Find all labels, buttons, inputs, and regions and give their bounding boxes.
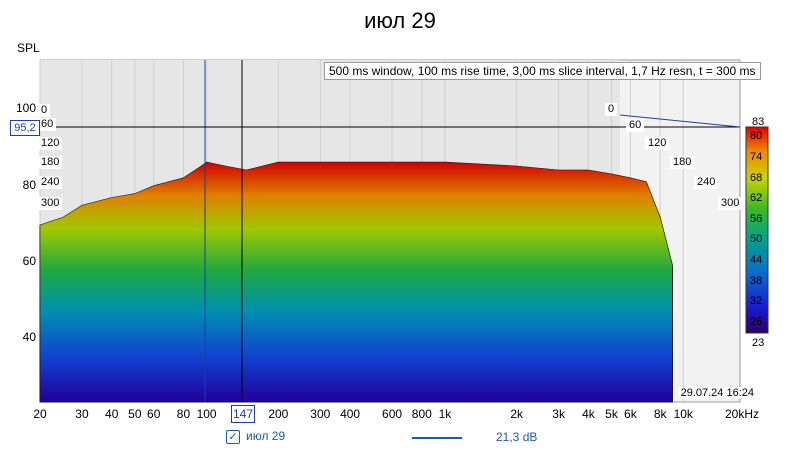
x-tick-label: 80 xyxy=(176,407,191,421)
x-tick-label: 10k xyxy=(673,407,693,421)
x-tick-label: 6k xyxy=(624,407,637,421)
colorbar xyxy=(745,126,769,334)
x-tick-label: 2k xyxy=(510,407,523,421)
time-label: 300 xyxy=(38,197,63,210)
time-label: 60 xyxy=(626,119,645,132)
timestamp: 29.07.24 16:24 xyxy=(678,387,756,399)
legend-value: 21,3 dB xyxy=(496,430,538,444)
x-tick-label: 20kHz xyxy=(724,407,760,421)
x-tick-label: 400 xyxy=(340,407,361,421)
cursor-x-readout[interactable]: 147 xyxy=(231,405,255,423)
slice-0 xyxy=(39,161,673,403)
y-tick-label: 60 xyxy=(22,254,36,268)
legend-entry[interactable]: ✓ июл 29 xyxy=(226,429,285,444)
colorbar-tick: 26 xyxy=(750,315,763,328)
time-label: 60 xyxy=(38,118,57,131)
cursor-y-readout[interactable]: 95,2 xyxy=(10,120,40,136)
y-tick-label: 80 xyxy=(22,178,36,192)
colorbar-top-label: 83 xyxy=(752,116,765,128)
x-tick-label: 8k xyxy=(653,407,667,421)
x-tick-label: 5k xyxy=(605,407,618,421)
analysis-info: 500 ms window, 100 ms rise time, 3,00 ms… xyxy=(324,62,761,80)
x-tick-label: 60 xyxy=(147,407,161,421)
colorbar-tick: 44 xyxy=(750,253,763,266)
time-label: 300 xyxy=(718,197,743,210)
y-tick-label: 40 xyxy=(22,330,36,344)
colorbar-tick: 56 xyxy=(750,212,763,225)
x-tick-label: 600 xyxy=(382,407,403,421)
x-tick-label: 30 xyxy=(75,407,89,421)
x-tick-label: 800 xyxy=(411,407,432,421)
waterfall-slices xyxy=(39,161,673,403)
time-label: 0 xyxy=(605,103,618,116)
time-label: 120 xyxy=(645,137,670,150)
colorbar-tick: 32 xyxy=(750,295,763,308)
colorbar-bottom-label: 23 xyxy=(752,337,765,349)
x-tick-label: 100 xyxy=(196,407,217,421)
time-label: 180 xyxy=(670,156,695,169)
colorbar-tick: 62 xyxy=(750,192,763,205)
time-axis-line xyxy=(619,114,741,128)
time-label: 120 xyxy=(38,137,63,150)
time-label: 240 xyxy=(694,176,719,189)
legend-line-swatch xyxy=(412,437,462,439)
colorbar-tick: 38 xyxy=(750,274,763,287)
x-tick-label: 50 xyxy=(128,407,142,421)
colorbar-tick: 68 xyxy=(750,171,763,184)
time-label: 0 xyxy=(38,104,51,117)
time-label: 240 xyxy=(38,176,63,189)
time-label: 180 xyxy=(38,156,63,169)
y-axis-label: SPL xyxy=(17,41,40,55)
x-tick-label: 1k xyxy=(438,407,452,421)
x-tick-label: 3k xyxy=(552,407,565,421)
checkbox-icon[interactable]: ✓ xyxy=(226,429,240,444)
x-tick-label: 200 xyxy=(268,407,289,421)
x-tick-label: 20 xyxy=(33,407,47,421)
x-tick-label: 40 xyxy=(105,407,119,421)
chart-title: июл 29 xyxy=(364,8,436,33)
x-tick-label: 300 xyxy=(310,407,331,421)
x-tick-label: 4k xyxy=(582,407,595,421)
colorbar-tick: 80 xyxy=(750,130,763,143)
legend-series-name: июл 29 xyxy=(246,429,286,443)
colorbar-tick: 74 xyxy=(750,150,763,163)
colorbar-tick: 50 xyxy=(750,233,763,246)
y-tick-label: 100 xyxy=(15,101,36,115)
